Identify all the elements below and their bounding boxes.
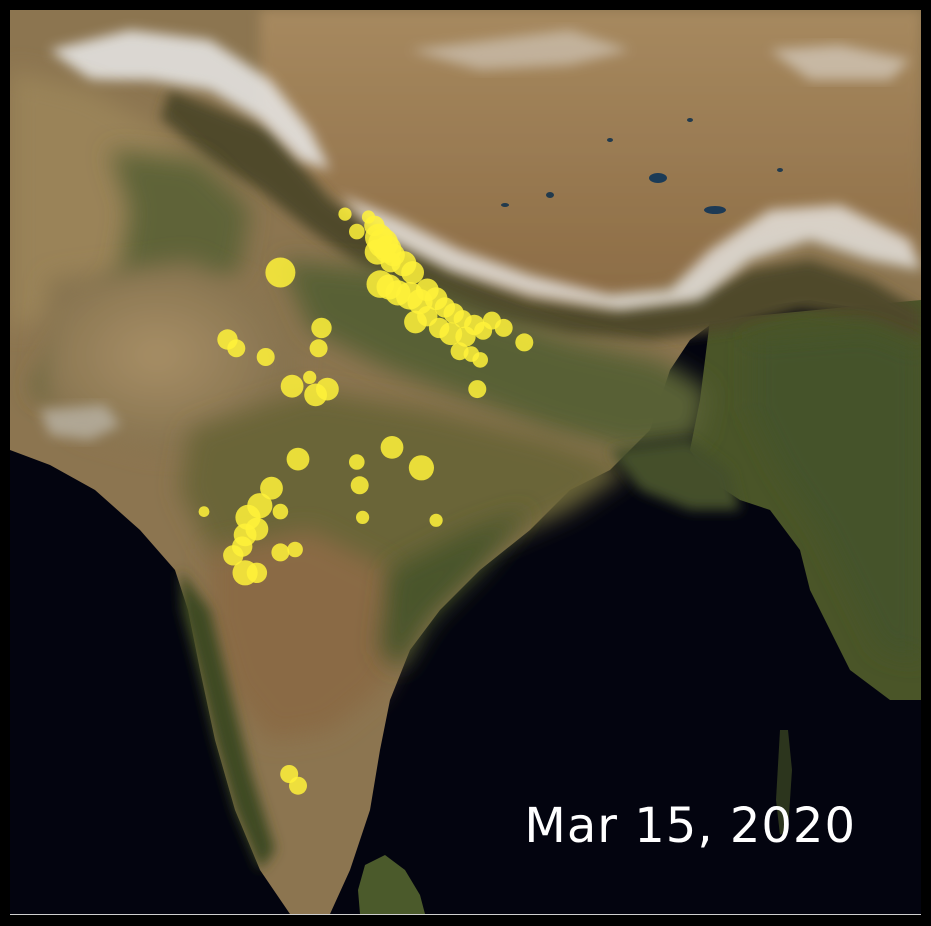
tibet-lakes: [501, 118, 783, 214]
case-marker: [349, 454, 365, 470]
case-marker: [271, 543, 290, 562]
case-marker: [280, 374, 304, 398]
map-frame[interactable]: Mar 15, 2020: [10, 10, 921, 914]
case-marker: [289, 776, 307, 795]
case-marker: [256, 348, 275, 366]
snow-ne: [770, 45, 910, 80]
thar-desert: [40, 260, 300, 450]
case-marker: [356, 510, 370, 524]
case-marker: [198, 506, 210, 517]
case-marker: [272, 503, 289, 520]
case-marker: [404, 310, 427, 334]
case-marker: [515, 333, 534, 352]
case-marker: [287, 541, 303, 558]
case-marker: [494, 318, 513, 337]
case-marker: [472, 352, 489, 368]
case-marker: [311, 317, 332, 339]
case-marker: [316, 377, 339, 401]
case-marker: [380, 436, 404, 459]
gangetic-plain: [280, 260, 710, 450]
snow-western: [50, 30, 330, 170]
case-marker: [223, 545, 244, 566]
case-marker: [286, 447, 310, 471]
case-marker: [408, 455, 434, 481]
case-marker: [309, 339, 328, 358]
himalaya-band: [160, 90, 921, 340]
satellite-map[interactable]: [10, 10, 921, 914]
case-marker: [246, 562, 268, 583]
bottom-border: [10, 914, 921, 915]
snow-central: [340, 195, 921, 310]
western-ghats: [180, 570, 275, 870]
case-marker: [361, 210, 376, 224]
marker-layer: [198, 207, 534, 795]
case-marker: [350, 476, 369, 495]
andaman-islands: [776, 730, 792, 835]
snow-north: [410, 30, 630, 70]
case-marker: [468, 380, 487, 399]
case-marker: [338, 207, 352, 221]
case-marker: [401, 261, 424, 284]
sri-lanka: [358, 855, 425, 914]
case-marker: [303, 370, 317, 384]
ganges-delta: [610, 440, 740, 510]
case-marker: [429, 513, 443, 527]
eastern-ghats: [380, 510, 530, 670]
date-label: Mar 15, 2020: [524, 798, 856, 854]
rann-of-kutch: [40, 405, 120, 440]
case-marker: [227, 339, 246, 358]
myanmar: [750, 330, 921, 660]
case-marker: [260, 476, 283, 500]
case-marker: [349, 223, 365, 240]
case-marker: [265, 257, 296, 288]
